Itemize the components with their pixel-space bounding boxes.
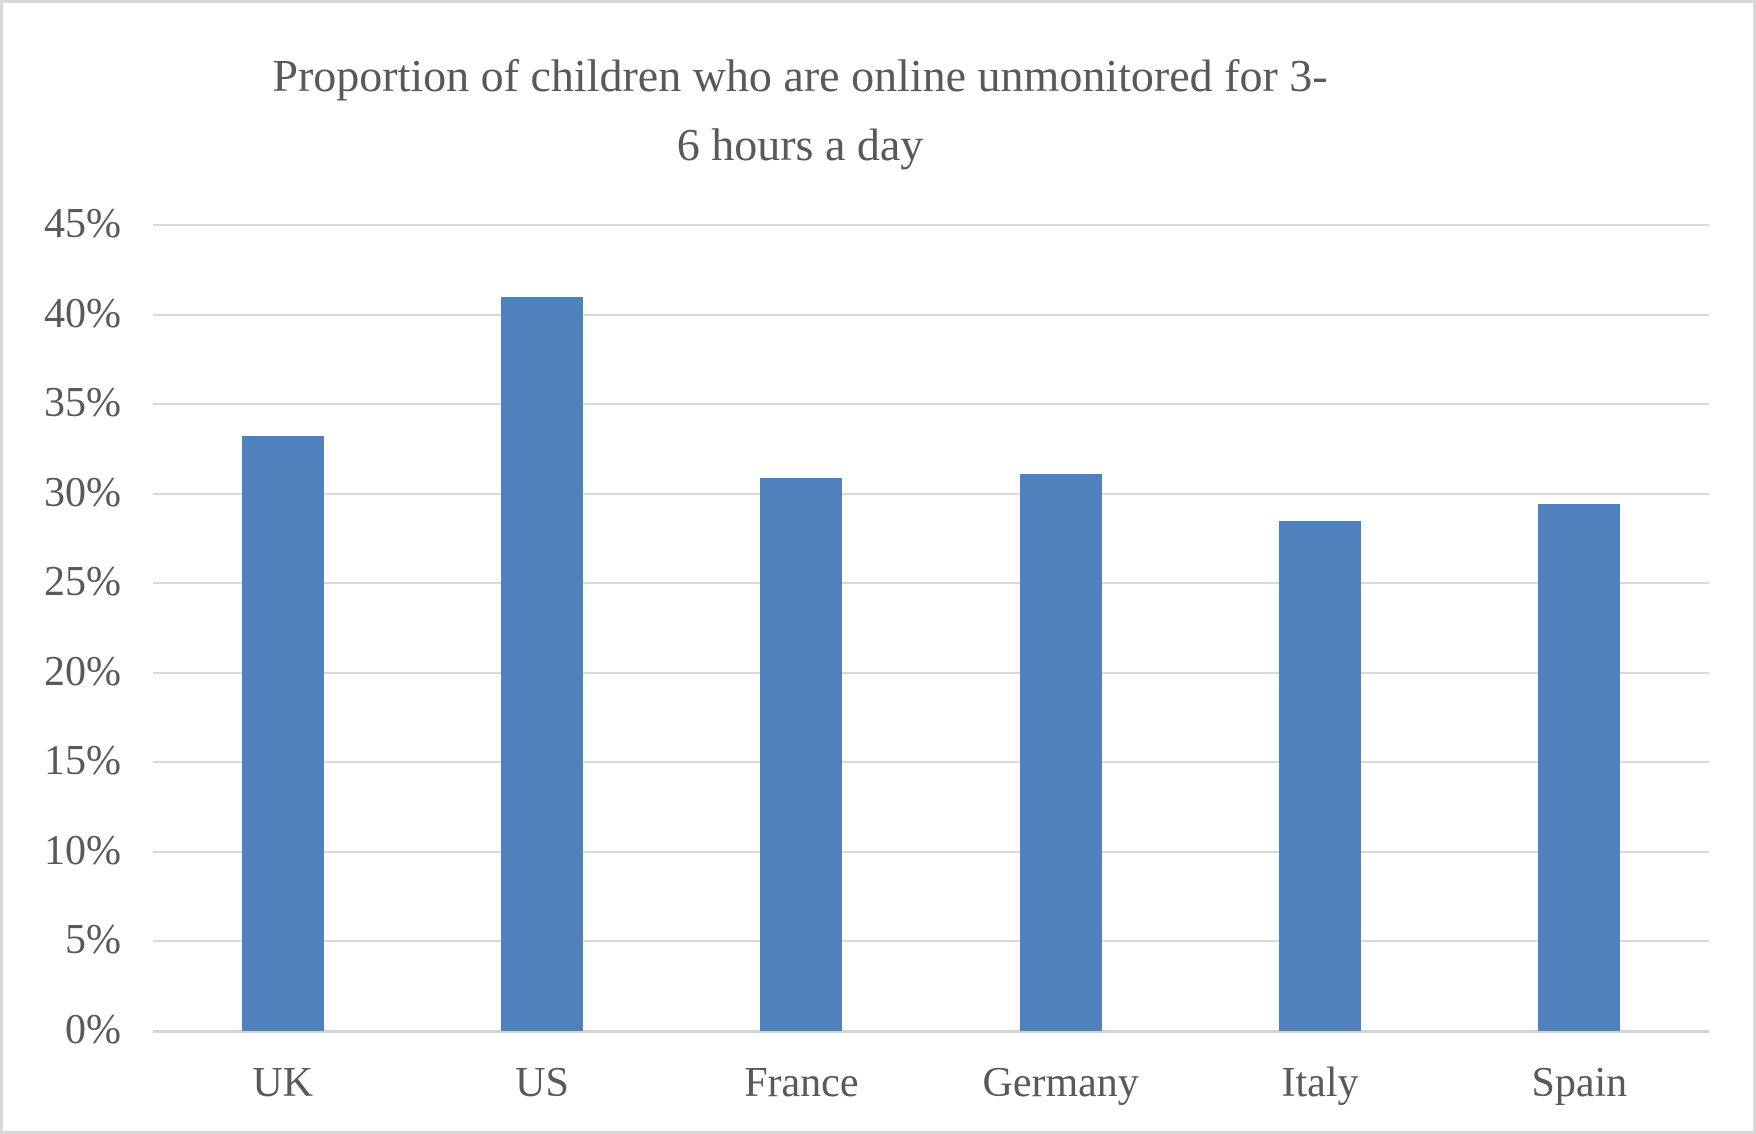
plot-area: 0% 5% 10% 15% 20% 25% 30% 35% 40% 45% UK US France Ge… bbox=[3, 3, 1753, 1131]
y-axis-tick-label: 45% bbox=[44, 201, 121, 248]
gridline-20pct bbox=[153, 671, 1709, 674]
bar-spain bbox=[1538, 504, 1621, 1031]
chart-title-line-1: Proportion of children who are online un… bbox=[272, 50, 1328, 101]
y-axis-tick-label: 30% bbox=[44, 469, 121, 516]
gridline-45pct bbox=[153, 224, 1709, 226]
y-axis-tick-label: 15% bbox=[44, 738, 121, 785]
y-axis-tick-label: 0% bbox=[65, 1007, 121, 1054]
x-axis-category-label: France bbox=[744, 1060, 859, 1106]
x-axis-baseline bbox=[153, 1030, 1709, 1033]
x-axis-category-label: US bbox=[515, 1060, 569, 1106]
y-axis-tick-label: 20% bbox=[44, 648, 121, 695]
y-axis-tick-label: 25% bbox=[44, 559, 121, 606]
bar-uk bbox=[241, 436, 324, 1031]
x-axis-category-label: Italy bbox=[1281, 1060, 1359, 1106]
x-axis-category-label: Spain bbox=[1531, 1060, 1628, 1106]
y-axis-tick-label: 5% bbox=[65, 917, 121, 964]
gridline-10pct bbox=[153, 850, 1709, 853]
chart-title-line-2: 6 hours a day bbox=[676, 119, 924, 170]
gridline-40pct bbox=[153, 313, 1709, 316]
gridline-30pct bbox=[153, 492, 1709, 495]
bar-italy bbox=[1279, 520, 1361, 1031]
gridline-25pct bbox=[153, 582, 1709, 585]
gridline-35pct bbox=[153, 403, 1709, 406]
gridline-15pct bbox=[153, 761, 1709, 764]
y-axis-tick-label: 40% bbox=[44, 290, 121, 337]
y-axis-tick-label: 10% bbox=[44, 827, 121, 874]
bar-france bbox=[760, 477, 843, 1031]
chart-title: Proportion of children who are online un… bbox=[100, 41, 1500, 179]
x-axis-category-label: Germany bbox=[982, 1060, 1139, 1106]
bar-germany bbox=[1019, 473, 1102, 1031]
y-axis-tick-label: 35% bbox=[44, 380, 121, 427]
x-axis-category-label: UK bbox=[252, 1060, 313, 1106]
gridline-5pct bbox=[153, 940, 1709, 943]
bar-us bbox=[501, 296, 583, 1031]
